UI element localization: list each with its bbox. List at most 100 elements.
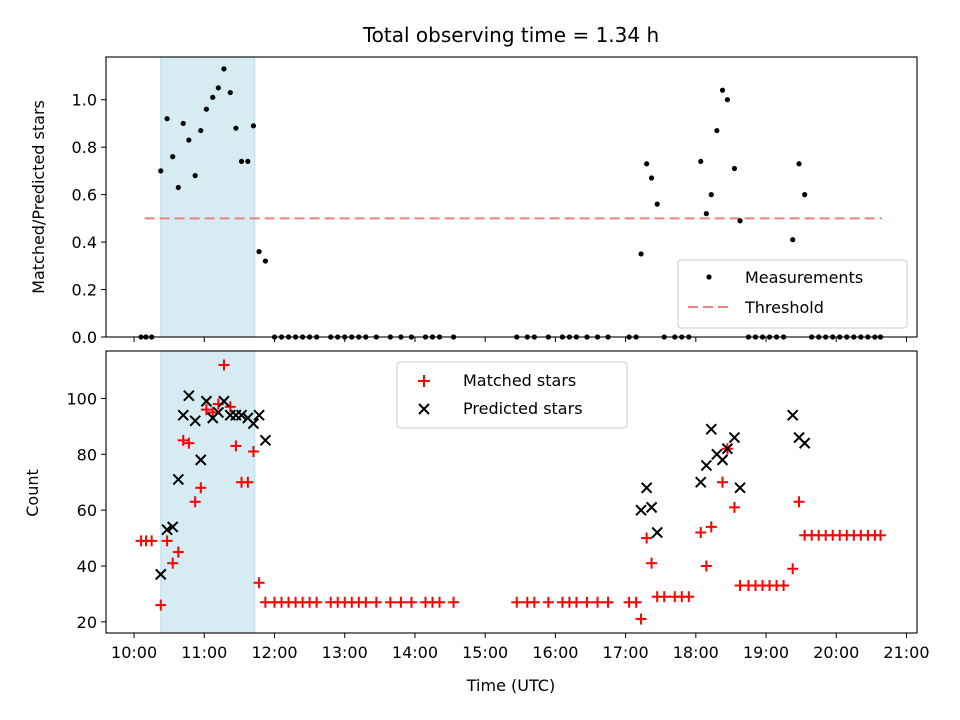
matched-point — [683, 591, 695, 603]
matched-point — [592, 596, 604, 608]
predicted-point — [155, 568, 167, 581]
bottom-y-label: Count — [23, 469, 42, 517]
matched-point — [177, 434, 189, 446]
measurement-point — [186, 137, 192, 143]
x-tick-label: 17:00 — [603, 643, 649, 662]
measurement-point — [170, 154, 176, 160]
measurement-point — [164, 116, 170, 122]
x-tick-label: 10:00 — [111, 643, 157, 662]
measurement-point — [175, 184, 181, 191]
x-tick-label: 11:00 — [181, 643, 227, 662]
predicted-point — [640, 482, 653, 494]
measurement-point — [703, 211, 709, 217]
predicted-point — [189, 415, 201, 427]
matched-point — [528, 596, 540, 608]
x-tick-label: 20:00 — [813, 643, 859, 662]
ratio-panel: Total observing time = 1.34 h 0.00.20.40… — [29, 23, 918, 347]
predicted-point — [728, 431, 741, 444]
matched-points — [135, 359, 886, 625]
top-legend-box — [677, 259, 908, 329]
legend-predicted-marker — [418, 403, 430, 415]
x-tick-label: 18:00 — [673, 643, 719, 662]
measurement-point — [245, 158, 251, 165]
measurement-point — [192, 173, 198, 179]
matched-point — [511, 596, 523, 608]
measurement-point — [638, 251, 644, 257]
measurement-point — [221, 66, 227, 72]
matched-point — [434, 596, 446, 608]
predicted-point — [651, 526, 663, 539]
predicted-point — [247, 417, 260, 430]
legend-measurements-label: Measurements — [745, 268, 863, 287]
measurement-point — [198, 127, 204, 134]
measurement-point — [180, 120, 186, 127]
measurement-point — [790, 237, 796, 243]
shaded-span — [160, 56, 256, 338]
predicted-point — [218, 395, 230, 407]
matched-point — [658, 591, 670, 603]
matched-point — [641, 532, 653, 544]
predicted-point — [721, 443, 734, 455]
x-axis: 10:00 11:00 12:00 13:00 14:00 15:00 16:00 17:00… — [111, 633, 930, 662]
matched-point — [778, 580, 790, 592]
matched-point — [570, 596, 582, 608]
x-tick-label: 19:00 — [743, 643, 789, 662]
measurement-points — [138, 66, 884, 340]
matched-point — [384, 596, 396, 608]
matched-point — [360, 596, 372, 608]
predicted-point — [161, 523, 173, 536]
predicted-point — [734, 482, 746, 494]
matched-point — [200, 404, 212, 416]
top-legend: Measurements Threshold — [677, 259, 908, 329]
matched-point — [224, 401, 236, 413]
x-tick-label: 12:00 — [251, 643, 297, 662]
predicted-point — [177, 409, 189, 421]
measurement-point — [215, 85, 221, 91]
legend-predicted-label: Predicted stars — [463, 399, 583, 418]
legend-threshold-label: Threshold — [744, 298, 824, 317]
predicted-point — [645, 501, 658, 514]
matched-point — [155, 599, 167, 611]
bottom-axes-frame — [105, 350, 918, 634]
y-tick-label: 0.6 — [72, 186, 97, 205]
x-tick-label: 21:00 — [883, 643, 929, 662]
measurement-point — [698, 158, 704, 165]
x-tick-label: 15:00 — [462, 643, 508, 662]
predicted-point — [695, 476, 707, 488]
measurement-point — [210, 94, 216, 100]
predicted-point — [798, 437, 811, 449]
matched-point — [448, 596, 460, 608]
y-tick-label: 0.4 — [72, 233, 97, 252]
bottom-y-axis: 20 40 60 80 100 — [66, 389, 106, 632]
y-tick-label: 0.2 — [72, 281, 97, 300]
legend-matched-label: Matched stars — [463, 371, 576, 390]
measurement-point — [802, 192, 808, 198]
predicted-point — [635, 504, 647, 516]
matched-point — [189, 496, 201, 508]
matched-point — [167, 557, 179, 569]
chart-title: Total observing time = 1.34 h — [362, 23, 659, 47]
y-tick-label: 40 — [77, 557, 97, 576]
matched-point — [395, 596, 407, 608]
matched-point — [695, 526, 707, 538]
matched-point — [218, 359, 230, 371]
x-axis-label: Time (UTC) — [466, 676, 555, 695]
matched-point — [635, 613, 647, 625]
matched-point — [247, 446, 259, 458]
matched-point — [207, 406, 219, 418]
measurement-point — [796, 161, 802, 167]
predicted-point — [212, 406, 225, 419]
matched-point — [253, 577, 265, 589]
predicted-point — [166, 521, 179, 533]
matched-point — [311, 596, 323, 608]
predicted-point — [172, 473, 185, 486]
predicted-point — [235, 409, 248, 421]
measurement-point — [233, 125, 239, 131]
matched-point — [646, 557, 658, 569]
matched-point — [717, 476, 729, 488]
legend-measurements-marker — [706, 274, 712, 280]
matched-point — [787, 563, 799, 575]
matched-point — [728, 501, 740, 513]
predicted-point — [705, 423, 717, 435]
